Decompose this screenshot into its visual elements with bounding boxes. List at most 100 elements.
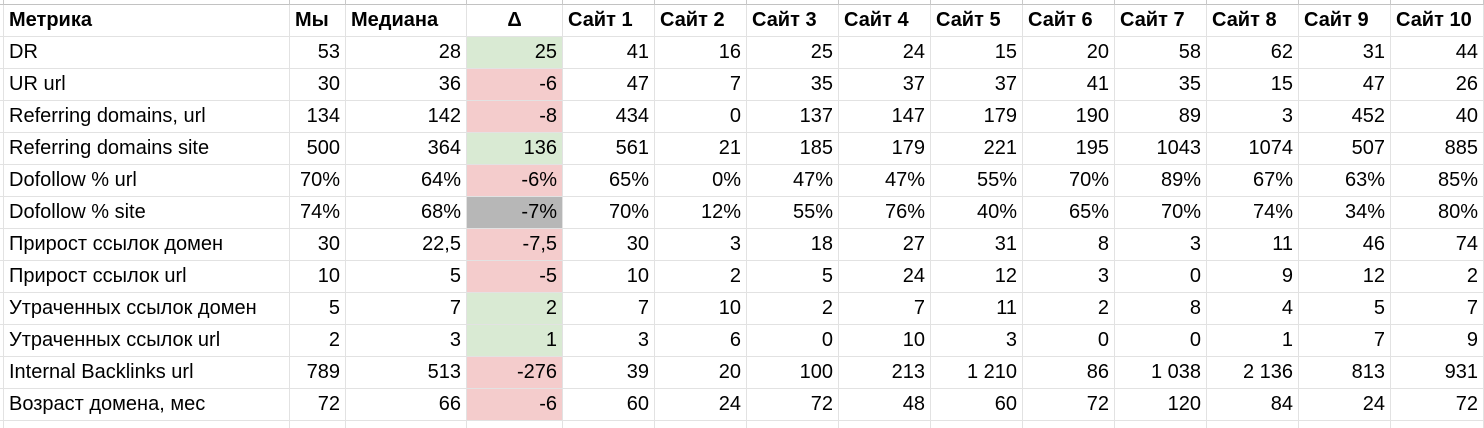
delta-value-cell[interactable]: 2 bbox=[467, 293, 563, 325]
column-header-cell[interactable]: Сайт 5 bbox=[931, 5, 1023, 37]
site-value-cell[interactable]: 48 bbox=[839, 389, 931, 421]
site-value-cell[interactable]: 8 bbox=[1115, 293, 1207, 325]
delta-value-cell[interactable]: -6 bbox=[467, 389, 563, 421]
column-header-cell[interactable]: Сайт 9 bbox=[1299, 5, 1391, 37]
site-value-cell[interactable]: 137 bbox=[747, 101, 839, 133]
median-value-cell[interactable]: 364 bbox=[346, 133, 467, 165]
median-value-cell[interactable]: 5 bbox=[346, 261, 467, 293]
site-value-cell[interactable]: 15 bbox=[931, 37, 1023, 69]
site-value-cell[interactable]: 60 bbox=[563, 389, 655, 421]
site-value-cell[interactable]: 46 bbox=[1299, 229, 1391, 261]
metric-label-cell[interactable]: Referring domains site bbox=[4, 133, 290, 165]
site-value-cell[interactable]: 55% bbox=[931, 165, 1023, 197]
site-value-cell[interactable]: 65% bbox=[563, 165, 655, 197]
site-value-cell[interactable]: 47 bbox=[563, 69, 655, 101]
column-header-cell[interactable]: Сайт 2 bbox=[655, 5, 747, 37]
delta-value-cell[interactable]: 25 bbox=[467, 37, 563, 69]
site-value-cell[interactable]: 3 bbox=[655, 229, 747, 261]
site-value-cell[interactable]: 74% bbox=[1207, 197, 1299, 229]
column-header-cell[interactable]: Сайт 8 bbox=[1207, 5, 1299, 37]
site-value-cell[interactable]: 27 bbox=[839, 229, 931, 261]
site-value-cell[interactable]: 11 bbox=[1207, 229, 1299, 261]
metric-label-cell[interactable]: Internal Backlinks url bbox=[4, 357, 290, 389]
site-value-cell[interactable]: 12% bbox=[655, 197, 747, 229]
site-value-cell[interactable]: 3 bbox=[931, 325, 1023, 357]
site-value-cell[interactable]: 1 210 bbox=[931, 357, 1023, 389]
site-value-cell[interactable]: 20 bbox=[1023, 37, 1115, 69]
site-value-cell[interactable]: 3 bbox=[1023, 261, 1115, 293]
site-value-cell[interactable]: 0 bbox=[1115, 261, 1207, 293]
site-value-cell[interactable]: 76% bbox=[839, 197, 931, 229]
site-value-cell[interactable]: 86 bbox=[1023, 357, 1115, 389]
site-value-cell[interactable]: 1 bbox=[1207, 325, 1299, 357]
site-value-cell[interactable]: 5 bbox=[747, 261, 839, 293]
site-value-cell[interactable]: 74 bbox=[1391, 229, 1484, 261]
column-header-cell[interactable]: Сайт 7 bbox=[1115, 5, 1207, 37]
site-value-cell[interactable]: 2 136 bbox=[1207, 357, 1299, 389]
site-value-cell[interactable]: 55% bbox=[747, 197, 839, 229]
metric-label-cell[interactable]: Утраченных ссылок url bbox=[4, 325, 290, 357]
we-value-cell[interactable]: 2 bbox=[290, 325, 346, 357]
we-value-cell[interactable]: 74% bbox=[290, 197, 346, 229]
median-value-cell[interactable]: 36 bbox=[346, 69, 467, 101]
site-value-cell[interactable]: 185 bbox=[747, 133, 839, 165]
site-value-cell[interactable]: 3 bbox=[1207, 101, 1299, 133]
site-value-cell[interactable]: 15 bbox=[1207, 69, 1299, 101]
site-value-cell[interactable]: 89% bbox=[1115, 165, 1207, 197]
site-value-cell[interactable]: 44 bbox=[1391, 37, 1484, 69]
site-value-cell[interactable]: 2 bbox=[1391, 261, 1484, 293]
site-value-cell[interactable]: 67% bbox=[1207, 165, 1299, 197]
site-value-cell[interactable]: 147 bbox=[839, 101, 931, 133]
column-header-cell[interactable]: Сайт 4 bbox=[839, 5, 931, 37]
column-header-cell[interactable]: Медиана bbox=[346, 5, 467, 37]
site-value-cell[interactable]: 47% bbox=[747, 165, 839, 197]
delta-value-cell[interactable]: -276 bbox=[467, 357, 563, 389]
site-value-cell[interactable]: 7 bbox=[839, 293, 931, 325]
site-value-cell[interactable]: 72 bbox=[1391, 389, 1484, 421]
site-value-cell[interactable]: 6 bbox=[655, 325, 747, 357]
metric-label-cell[interactable]: UR url bbox=[4, 69, 290, 101]
site-value-cell[interactable]: 24 bbox=[1299, 389, 1391, 421]
we-value-cell[interactable]: 10 bbox=[290, 261, 346, 293]
site-value-cell[interactable]: 195 bbox=[1023, 133, 1115, 165]
site-value-cell[interactable]: 1074 bbox=[1207, 133, 1299, 165]
site-value-cell[interactable]: 0 bbox=[655, 101, 747, 133]
site-value-cell[interactable]: 24 bbox=[839, 261, 931, 293]
delta-value-cell[interactable]: -8 bbox=[467, 101, 563, 133]
site-value-cell[interactable]: 25 bbox=[747, 37, 839, 69]
site-value-cell[interactable]: 40 bbox=[1391, 101, 1484, 133]
site-value-cell[interactable]: 10 bbox=[839, 325, 931, 357]
site-value-cell[interactable]: 507 bbox=[1299, 133, 1391, 165]
site-value-cell[interactable]: 72 bbox=[1023, 389, 1115, 421]
site-value-cell[interactable]: 813 bbox=[1299, 357, 1391, 389]
site-value-cell[interactable]: 7 bbox=[1299, 325, 1391, 357]
median-value-cell[interactable]: 68% bbox=[346, 197, 467, 229]
we-value-cell[interactable]: 30 bbox=[290, 229, 346, 261]
site-value-cell[interactable]: 85% bbox=[1391, 165, 1484, 197]
site-value-cell[interactable]: 20 bbox=[655, 357, 747, 389]
site-value-cell[interactable]: 24 bbox=[655, 389, 747, 421]
site-value-cell[interactable]: 70% bbox=[1023, 165, 1115, 197]
site-value-cell[interactable]: 70% bbox=[563, 197, 655, 229]
metric-label-cell[interactable]: Прирост ссылок домен bbox=[4, 229, 290, 261]
site-value-cell[interactable]: 3 bbox=[1115, 229, 1207, 261]
site-value-cell[interactable]: 9 bbox=[1391, 325, 1484, 357]
metric-label-cell[interactable]: Прирост ссылок url bbox=[4, 261, 290, 293]
site-value-cell[interactable]: 62 bbox=[1207, 37, 1299, 69]
we-value-cell[interactable]: 53 bbox=[290, 37, 346, 69]
delta-value-cell[interactable]: -7% bbox=[467, 197, 563, 229]
site-value-cell[interactable]: 8 bbox=[1023, 229, 1115, 261]
median-value-cell[interactable]: 513 bbox=[346, 357, 467, 389]
site-value-cell[interactable]: 931 bbox=[1391, 357, 1484, 389]
metric-label-cell[interactable]: Referring domains, url bbox=[4, 101, 290, 133]
site-value-cell[interactable]: 9 bbox=[1207, 261, 1299, 293]
site-value-cell[interactable]: 35 bbox=[1115, 69, 1207, 101]
median-value-cell[interactable]: 28 bbox=[346, 37, 467, 69]
site-value-cell[interactable]: 11 bbox=[931, 293, 1023, 325]
site-value-cell[interactable]: 37 bbox=[931, 69, 1023, 101]
median-value-cell[interactable]: 142 bbox=[346, 101, 467, 133]
column-header-cell[interactable]: Сайт 6 bbox=[1023, 5, 1115, 37]
site-value-cell[interactable]: 65% bbox=[1023, 197, 1115, 229]
site-value-cell[interactable]: 16 bbox=[655, 37, 747, 69]
metric-label-cell[interactable]: DR bbox=[4, 37, 290, 69]
